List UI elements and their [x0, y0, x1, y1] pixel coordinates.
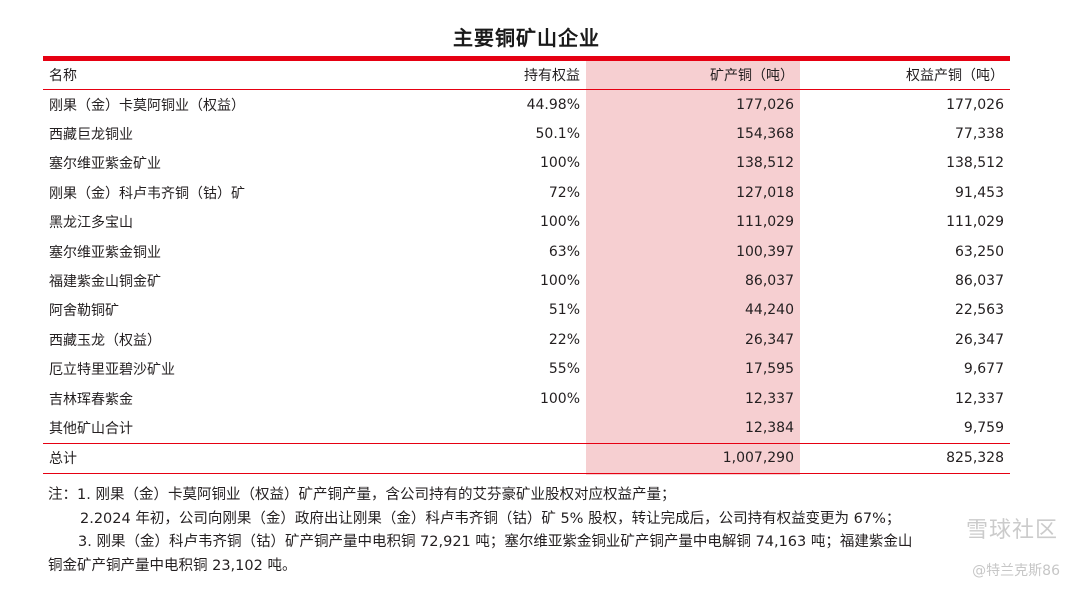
cell-mine-copper: 100,397	[736, 243, 794, 260]
cell-name: 吉林珲春紫金	[49, 391, 133, 408]
cell-mine-copper: 12,337	[745, 390, 794, 407]
table-row: 塞尔维亚紫金铜业 63% 100,397 63,250	[43, 237, 1010, 266]
cell-mine-copper: 26,347	[745, 331, 794, 348]
table-row: 西藏玉龙（权益） 22% 26,347 26,347	[43, 325, 1010, 354]
cell-name: 塞尔维亚紫金铜业	[49, 244, 161, 261]
header-stake: 持有权益	[443, 61, 586, 90]
cell-name: 塞尔维亚紫金矿业	[49, 156, 161, 173]
footnote-1: 注：1. 刚果（金）卡莫阿铜业（权益）矿产铜产量，含公司持有的艾芬豪矿业股权对应…	[48, 487, 676, 503]
cell-mine-copper: 154,368	[736, 126, 794, 143]
table-row: 吉林珲春紫金 100% 12,337 12,337	[43, 384, 1010, 413]
cell-equity-copper: 825,328	[800, 442, 1010, 475]
cell-stake	[443, 442, 586, 475]
cell-name: 刚果（金）卡莫阿铜业（权益）	[49, 97, 245, 114]
footnote-2: 2.2024 年初，公司向刚果（金）政府出让刚果（金）科卢韦齐铜（钴）矿 5% …	[80, 510, 901, 527]
cell-stake: 44.98%	[526, 96, 580, 113]
cell-name: 阿舍勒铜矿	[49, 303, 119, 320]
cell-name: 西藏巨龙铜业	[49, 127, 133, 144]
cell-equity-copper: 63,250	[955, 243, 1004, 260]
mine-copper-column-highlight	[586, 61, 800, 475]
cell-stake: 55%	[548, 361, 580, 378]
cell-stake: 72%	[548, 184, 580, 201]
table-row: 福建紫金山铜金矿 100% 86,037 86,037	[43, 266, 1010, 295]
cell-mine-copper: 127,018	[736, 184, 794, 201]
cell-name: 福建紫金山铜金矿	[49, 274, 161, 291]
cell-equity-copper: 177,026	[946, 96, 1004, 113]
table-top-rule	[43, 56, 1010, 61]
cell-equity-copper: 26,347	[955, 331, 1004, 348]
cell-name: 西藏玉龙（权益）	[49, 332, 161, 349]
watermark-site: 雪球社区	[965, 518, 1058, 543]
cell-equity-copper: 77,338	[955, 126, 1004, 143]
cell-mine-copper: 17,595	[745, 361, 794, 378]
cell-name: 厄立特里亚碧沙矿业	[49, 362, 175, 379]
header-name: 名称	[43, 61, 443, 90]
cell-stake: 100%	[539, 390, 580, 407]
cell-mine-copper: 44,240	[745, 302, 794, 319]
cell-stake: 100%	[539, 273, 580, 290]
cell-equity-copper: 86,037	[955, 273, 1004, 290]
header-mine-copper: 矿产铜（吨）	[586, 61, 800, 90]
copper-mines-table-container: 名称 持有权益 矿产铜（吨） 权益产铜（吨） 刚果（金）卡莫阿铜业（权益） 44.…	[43, 56, 1010, 475]
cell-name: 总计	[43, 442, 443, 475]
cell-equity-copper: 22,563	[955, 302, 1004, 319]
cell-equity-copper: 9,759	[963, 419, 1004, 436]
cell-mine-copper: 177,026	[736, 96, 794, 113]
footnote-3-continued: 铜金矿产铜产量中电积铜 23,102 吨。	[48, 557, 297, 574]
cell-stake: 50.1%	[535, 126, 580, 143]
table-body: 刚果（金）卡莫阿铜业（权益） 44.98% 177,026 177,026 西藏巨龙铜业…	[43, 90, 1010, 475]
table-row: 其他矿山合计 12,384 9,759	[43, 413, 1010, 443]
table-title: 主要铜矿山企业	[453, 26, 600, 50]
copper-mines-table: 名称 持有权益 矿产铜（吨） 权益产铜（吨） 刚果（金）卡莫阿铜业（权益） 44.…	[43, 61, 1010, 475]
cell-equity-copper: 91,453	[955, 184, 1004, 201]
footnote-3: 3. 刚果（金）科卢韦齐铜（钴）矿产铜产量中电积铜 72,921 吨；塞尔维亚紫…	[78, 534, 913, 550]
table-row: 厄立特里亚碧沙矿业 55% 17,595 9,677	[43, 355, 1010, 384]
cell-stake: 100%	[539, 214, 580, 231]
table-header-row: 名称 持有权益 矿产铜（吨） 权益产铜（吨）	[43, 61, 1010, 90]
footnotes: 注：1. 刚果（金）卡莫阿铜业（权益）矿产铜产量，含公司持有的艾芬豪矿业股权对应…	[48, 484, 1038, 578]
cell-mine-copper: 12,384	[745, 419, 794, 436]
cell-equity-copper: 12,337	[955, 390, 1004, 407]
cell-name: 黑龙江多宝山	[49, 215, 133, 232]
cell-mine-copper: 111,029	[736, 214, 794, 231]
cell-name: 其他矿山合计	[49, 420, 133, 437]
cell-stake	[443, 413, 586, 443]
table-row: 阿舍勒铜矿 51% 44,240 22,563	[43, 296, 1010, 325]
cell-mine-copper: 138,512	[736, 155, 794, 172]
cell-mine-copper: 86,037	[745, 273, 794, 290]
table-row: 刚果（金）科卢韦齐铜（钴）矿 72% 127,018 91,453	[43, 178, 1010, 207]
header-equity-copper: 权益产铜（吨）	[800, 61, 1010, 90]
cell-equity-copper: 138,512	[946, 155, 1004, 172]
table-row: 总计 1,007,290 825,328	[43, 442, 1010, 475]
table-row: 西藏巨龙铜业 50.1% 154,368 77,338	[43, 119, 1010, 148]
cell-stake: 63%	[548, 243, 580, 260]
table-row: 塞尔维亚紫金矿业 100% 138,512 138,512	[43, 149, 1010, 178]
cell-equity-copper: 9,677	[963, 361, 1004, 378]
table-row: 黑龙江多宝山 100% 111,029 111,029	[43, 208, 1010, 237]
cell-stake: 22%	[548, 331, 580, 348]
cell-name: 刚果（金）科卢韦齐铜（钴）矿	[49, 185, 245, 202]
cell-stake: 51%	[548, 302, 580, 319]
table-row: 刚果（金）卡莫阿铜业（权益） 44.98% 177,026 177,026	[43, 90, 1010, 120]
cell-stake: 100%	[539, 155, 580, 172]
cell-mine-copper: 1,007,290	[586, 442, 800, 475]
cell-equity-copper: 111,029	[946, 214, 1004, 231]
watermark-user: @特兰克斯86	[972, 563, 1060, 579]
